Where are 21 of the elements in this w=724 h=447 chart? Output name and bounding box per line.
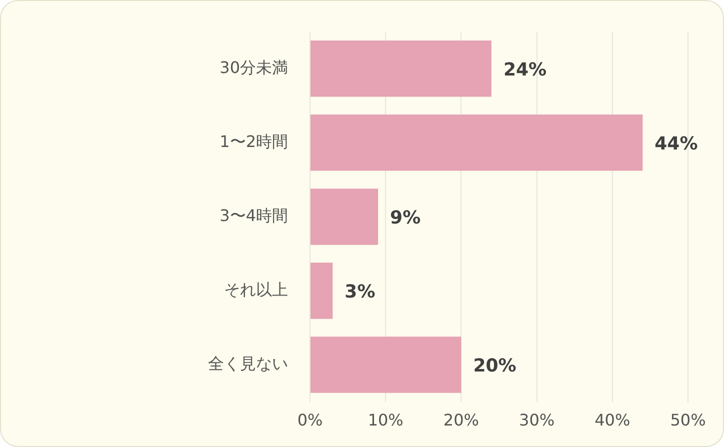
bar xyxy=(310,336,462,393)
x-tick-label: 50% xyxy=(670,410,706,430)
y-tick-label: 1〜2時間 xyxy=(220,132,288,151)
data-label: 20% xyxy=(473,355,516,376)
y-tick-label: 全く見ない xyxy=(208,354,288,373)
data-label: 44% xyxy=(654,133,698,154)
bar xyxy=(310,114,643,171)
y-tick-label: 30分未満 xyxy=(220,58,288,77)
x-tick-label: 20% xyxy=(443,410,479,430)
bar xyxy=(310,262,333,319)
bar xyxy=(310,188,378,245)
data-label: 9% xyxy=(390,207,421,228)
y-tick-label: 3〜4時間 xyxy=(220,206,288,225)
x-tick-label: 0% xyxy=(297,410,323,430)
data-label: 24% xyxy=(503,59,547,80)
x-tick-label: 10% xyxy=(368,410,404,430)
y-tick-label: それ以上 xyxy=(224,280,288,299)
data-label: 3% xyxy=(344,281,376,302)
x-tick-label: 40% xyxy=(594,410,630,430)
x-tick-label: 30% xyxy=(519,410,555,430)
bar xyxy=(310,40,492,97)
